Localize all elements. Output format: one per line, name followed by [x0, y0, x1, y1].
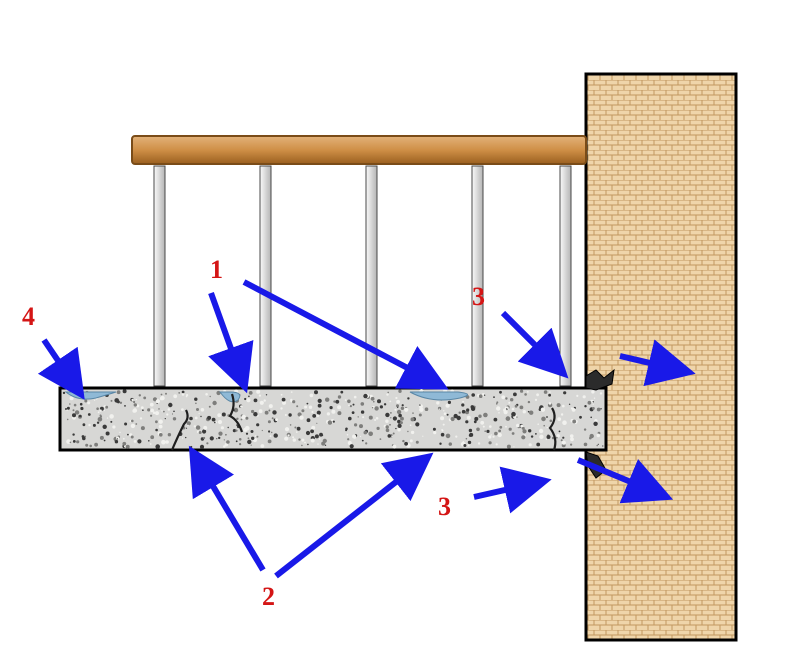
brick-wall	[586, 74, 736, 640]
balcony-diagram	[0, 0, 800, 662]
concrete-slab	[60, 388, 606, 450]
handrail	[132, 136, 586, 164]
label-3: 3	[438, 492, 451, 522]
label-2: 2	[262, 582, 275, 612]
label-3: 3	[472, 282, 485, 312]
label-4: 4	[22, 302, 35, 332]
label-1: 1	[210, 255, 223, 285]
